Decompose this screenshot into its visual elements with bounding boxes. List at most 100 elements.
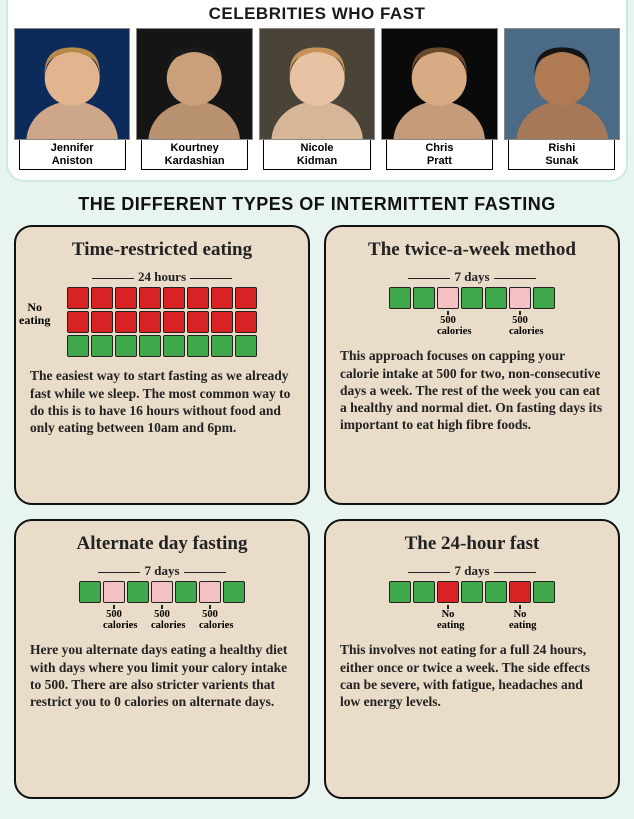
sub-label (461, 311, 483, 337)
cell (175, 581, 197, 603)
cells-row (389, 287, 555, 309)
cell (235, 287, 257, 309)
cell (187, 311, 209, 333)
cell (437, 581, 459, 603)
card-text: This involves not eating for a full 24 h… (340, 641, 604, 710)
cells-row (67, 335, 257, 357)
cell (389, 287, 411, 309)
celebrity-item: Kourtney Kardashian (136, 28, 252, 170)
celebrity-photo (259, 28, 375, 140)
cells-grid: No eating (67, 287, 257, 357)
cell (235, 335, 257, 357)
cell (115, 335, 137, 357)
cell (163, 287, 185, 309)
sub-label: 500 calories (199, 605, 221, 631)
cell (533, 581, 555, 603)
cell (533, 287, 555, 309)
period-label: 7 days (340, 563, 604, 579)
cells-row (67, 311, 257, 333)
sub-labels: 500 calories 500 calories 500 calories (79, 605, 245, 631)
page: CELEBRITIES WHO FAST Jennifer Aniston Ko… (0, 0, 634, 819)
celebrity-name: Jennifer Aniston (19, 139, 126, 170)
cell (91, 287, 113, 309)
celebrity-photo (381, 28, 497, 140)
card-text: The easiest way to start fasting as we a… (30, 367, 294, 436)
celebrity-photo (14, 28, 130, 140)
period-label: 7 days (340, 269, 604, 285)
sub-label (127, 605, 149, 631)
fasting-card: The 24-hour fast 7 days No eatingNo eating… (324, 519, 620, 799)
cell (199, 581, 221, 603)
cell (211, 311, 233, 333)
card-title: Alternate day fasting (30, 533, 294, 555)
celebrity-name: Kourtney Kardashian (141, 139, 248, 170)
sub-label (485, 311, 507, 337)
cells-grid (389, 581, 555, 603)
celebrity-photo (136, 28, 252, 140)
cell (139, 287, 161, 309)
card-text: Here you alternate days eating a healthy… (30, 641, 294, 710)
fasting-card: Time-restricted eating 24 hours No eating T… (14, 225, 310, 505)
cell (235, 311, 257, 333)
celebrities-row: Jennifer Aniston Kourtney Kardashian Nic… (14, 28, 620, 170)
sub-label (413, 605, 435, 631)
sub-label (389, 605, 411, 631)
cell (139, 311, 161, 333)
sub-labels: No eatingNo eating (389, 605, 555, 631)
cell (67, 335, 89, 357)
cell (223, 581, 245, 603)
cell (187, 287, 209, 309)
card-diagram: 7 days500 calories500 calories500 calori… (30, 563, 294, 631)
sub-label: No eating (437, 605, 459, 631)
cell (163, 335, 185, 357)
sub-label (533, 605, 555, 631)
cell (115, 311, 137, 333)
sub-label: 500 calories (509, 311, 531, 337)
cell (127, 581, 149, 603)
sub-labels: 500 calories 500 calories (389, 311, 555, 337)
sub-label (413, 311, 435, 337)
cell (509, 581, 531, 603)
card-title: The 24-hour fast (340, 533, 604, 555)
cell (67, 311, 89, 333)
cell (461, 581, 483, 603)
sub-label: 500 calories (103, 605, 125, 631)
card-diagram: 24 hours No eating (30, 269, 294, 357)
cell (139, 335, 161, 357)
celebrity-name: Nicole Kidman (263, 139, 370, 170)
sub-label: 500 calories (437, 311, 459, 337)
cell (151, 581, 173, 603)
celebrities-section: CELEBRITIES WHO FAST Jennifer Aniston Ko… (6, 0, 628, 182)
cell (103, 581, 125, 603)
cell (485, 581, 507, 603)
sub-label (223, 605, 245, 631)
celebrity-photo (504, 28, 620, 140)
cell (115, 287, 137, 309)
celebrity-item: Chris Pratt (381, 28, 497, 170)
sub-label (485, 605, 507, 631)
celebrity-item: Nicole Kidman (259, 28, 375, 170)
fasting-card: The twice-a-week method7 days500 calorie… (324, 225, 620, 505)
cell (461, 287, 483, 309)
cell (509, 287, 531, 309)
cell (91, 311, 113, 333)
sub-label: 500 calories (151, 605, 173, 631)
types-title: THE DIFFERENT TYPES OF INTERMITTENT FAST… (0, 194, 634, 215)
side-label: No eating (19, 301, 50, 326)
cell (413, 581, 435, 603)
cell (163, 311, 185, 333)
celebrity-item: Jennifer Aniston (14, 28, 130, 170)
cell (67, 287, 89, 309)
period-label: 24 hours (30, 269, 294, 285)
cells-row (67, 287, 257, 309)
cell (211, 287, 233, 309)
fasting-card: Alternate day fasting7 days500 calories5… (14, 519, 310, 799)
celebrity-name: Rishi Sunak (508, 139, 615, 170)
celebrities-title: CELEBRITIES WHO FAST (14, 4, 620, 24)
card-diagram: 7 days 500 calories 500 calories (340, 269, 604, 337)
cell (389, 581, 411, 603)
cell (91, 335, 113, 357)
sub-label (175, 605, 197, 631)
cell (437, 287, 459, 309)
card-title: Time-restricted eating (30, 239, 294, 261)
